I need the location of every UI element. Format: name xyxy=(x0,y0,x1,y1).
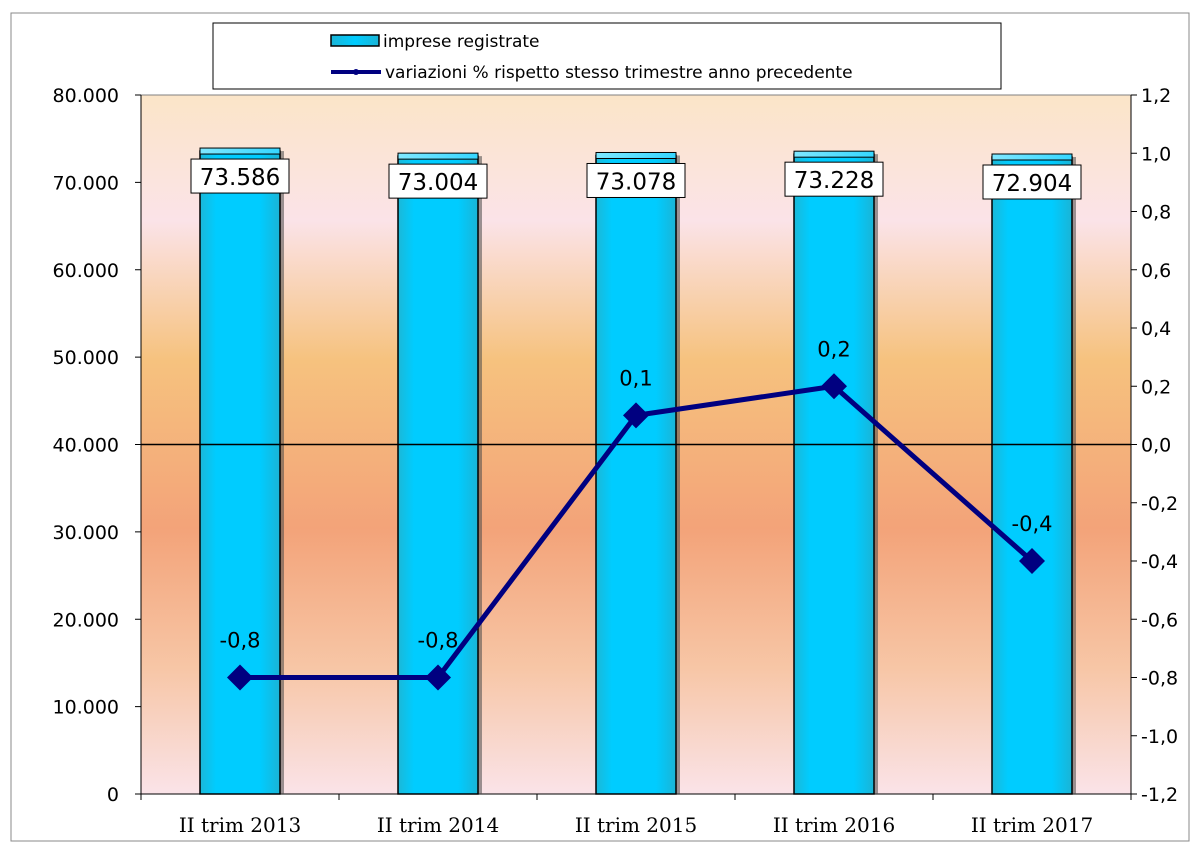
legend-swatch-marker xyxy=(353,69,359,75)
line-value-label: -0,4 xyxy=(1012,512,1053,536)
bar-value-label-box xyxy=(586,162,686,198)
x-tick-label: II trim 2013 xyxy=(179,813,301,837)
line-value-label: -0,8 xyxy=(220,629,261,653)
bar-value-label-box xyxy=(388,163,488,199)
y-right-tick-label: 0,0 xyxy=(1141,435,1171,457)
legend-box xyxy=(212,22,1002,90)
x-tick-label: II trim 2014 xyxy=(377,813,499,837)
y-left-tick-label: 40.000 xyxy=(53,435,119,457)
axes-layer: 0 10.000 20.000 30.000 40.000 50.000 60.000 70.… xyxy=(53,85,1179,837)
bar-value-label: 73.004 xyxy=(398,170,478,196)
bar xyxy=(793,153,875,795)
y-left-tick-label: 60.000 xyxy=(53,260,119,282)
labels-layer: 73.586 73.004 73.078 73.228 72.904 -0,8 -0,8 0,… xyxy=(190,158,1082,653)
bar-value-label-box xyxy=(982,164,1082,200)
y-right-tick-label: -0,8 xyxy=(1141,668,1178,690)
x-tick-label: II trim 2017 xyxy=(971,813,1093,837)
y-right-tick-label: 0,8 xyxy=(1141,202,1171,224)
legend-label-line: variazioni % rispetto stesso trimestre a… xyxy=(385,63,853,83)
legend-item-line: variazioni % rispetto stesso trimestre a… xyxy=(331,63,853,83)
bar xyxy=(991,156,1073,795)
y-right-tick-label: -0,2 xyxy=(1141,493,1178,515)
bar-value-label: 73.586 xyxy=(200,165,280,191)
bar-value-label: 73.078 xyxy=(596,169,676,195)
bar xyxy=(595,154,677,795)
bar xyxy=(199,150,281,795)
y-right-tick-label: -1,2 xyxy=(1141,784,1178,806)
y-right-tick-label: 0,4 xyxy=(1141,318,1171,340)
x-tick-label: II trim 2015 xyxy=(575,813,697,837)
y-right-tick-label: 0,6 xyxy=(1141,260,1171,282)
y-right-tick-label: 1,0 xyxy=(1141,143,1171,165)
y-left-tick-label: 10.000 xyxy=(53,697,119,719)
y-left-tick-label: 0 xyxy=(107,784,119,806)
y-right-tick-label: 1,2 xyxy=(1141,85,1171,107)
line-point-marker xyxy=(623,402,649,429)
y-left-tick-label: 20.000 xyxy=(53,609,119,631)
line-point-marker xyxy=(425,664,451,691)
bar-value-label: 72.904 xyxy=(992,171,1072,197)
legend-item-bars: imprese registrate xyxy=(330,32,540,52)
y-left-tick-label: 80.000 xyxy=(53,85,119,107)
y-right-tick-label: -0,6 xyxy=(1141,609,1178,631)
y-left-tick-label: 30.000 xyxy=(53,522,119,544)
line-point-marker xyxy=(227,664,253,691)
line-point-marker xyxy=(1019,548,1045,574)
bar-top xyxy=(199,147,281,155)
line-point-marker xyxy=(821,373,847,400)
y-left-tick-label: 50.000 xyxy=(53,347,119,369)
y-right-tick-label: 0,2 xyxy=(1141,376,1171,398)
line-layer xyxy=(227,373,1045,691)
line-value-label: 0,1 xyxy=(619,366,652,390)
line-value-label: -0,8 xyxy=(418,629,459,653)
y-right-tick-label: -0,4 xyxy=(1141,551,1178,573)
legend: imprese registrate variazioni % rispetto… xyxy=(212,22,1002,90)
bar-value-label-box xyxy=(190,158,290,194)
bar-top xyxy=(397,152,479,160)
legend-swatch-bars xyxy=(330,34,380,47)
bar-top xyxy=(991,153,1073,161)
bar-top xyxy=(595,151,677,159)
line-value-label: 0,2 xyxy=(817,337,850,361)
x-tick-label: II trim 2016 xyxy=(773,813,895,837)
bars-layer xyxy=(199,147,1076,795)
legend-label-bars: imprese registrate xyxy=(383,32,540,52)
bar xyxy=(397,155,479,795)
bar-top xyxy=(793,150,875,158)
bar-value-label-box xyxy=(784,161,884,197)
y-left-tick-label: 70.000 xyxy=(53,172,119,194)
bar-value-label: 73.228 xyxy=(794,168,874,194)
y-right-tick-label: -1,0 xyxy=(1141,726,1178,748)
